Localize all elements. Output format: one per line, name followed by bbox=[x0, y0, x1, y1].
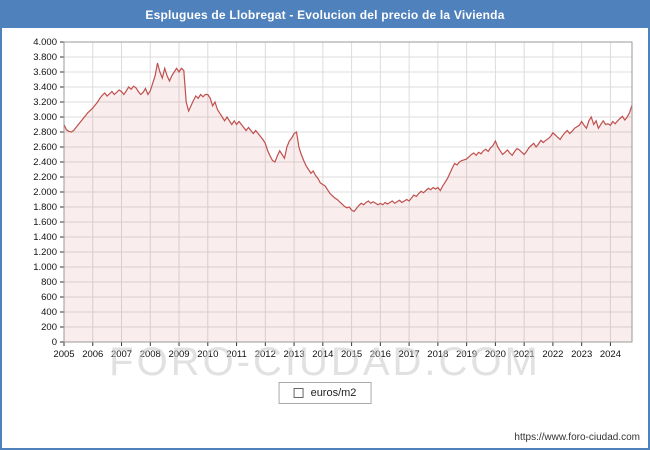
svg-text:1.200: 1.200 bbox=[33, 247, 57, 258]
legend-label: euros/m2 bbox=[310, 387, 357, 399]
svg-text:3.600: 3.600 bbox=[33, 67, 57, 78]
price-chart: 0 200 400 600 800 1.000 1.200 1.400 1.600 1.800 2.… bbox=[33, 37, 633, 360]
svg-text:2008: 2008 bbox=[140, 349, 161, 360]
svg-text:1.400: 1.400 bbox=[33, 232, 57, 243]
svg-text:3.800: 3.800 bbox=[33, 52, 57, 63]
svg-text:2016: 2016 bbox=[370, 349, 391, 360]
svg-text:1.800: 1.800 bbox=[33, 202, 57, 213]
svg-text:2014: 2014 bbox=[312, 349, 333, 360]
footer-url-link[interactable]: https://www.foro-ciudad.com bbox=[514, 432, 640, 443]
svg-text:3.000: 3.000 bbox=[33, 112, 57, 123]
chart-title-bar: Esplugues de Llobregat - Evolucion del p… bbox=[2, 2, 648, 28]
svg-text:2007: 2007 bbox=[111, 349, 132, 360]
svg-text:2021: 2021 bbox=[514, 349, 535, 360]
svg-text:2019: 2019 bbox=[456, 349, 477, 360]
svg-text:2017: 2017 bbox=[399, 349, 420, 360]
svg-text:2006: 2006 bbox=[82, 349, 103, 360]
svg-text:2010: 2010 bbox=[197, 349, 218, 360]
svg-text:200: 200 bbox=[41, 322, 57, 333]
svg-text:1.600: 1.600 bbox=[33, 217, 57, 228]
svg-text:2022: 2022 bbox=[542, 349, 563, 360]
svg-text:2012: 2012 bbox=[255, 349, 276, 360]
svg-text:1.000: 1.000 bbox=[33, 262, 57, 273]
svg-text:800: 800 bbox=[41, 277, 57, 288]
svg-text:2023: 2023 bbox=[571, 349, 592, 360]
svg-text:600: 600 bbox=[41, 292, 57, 303]
svg-text:2.800: 2.800 bbox=[33, 127, 57, 138]
svg-text:2015: 2015 bbox=[341, 349, 362, 360]
svg-text:2011: 2011 bbox=[226, 349, 246, 360]
svg-text:2020: 2020 bbox=[485, 349, 506, 360]
svg-text:2005: 2005 bbox=[53, 349, 74, 360]
svg-text:400: 400 bbox=[41, 307, 57, 318]
svg-text:3.400: 3.400 bbox=[33, 82, 57, 93]
svg-text:2.000: 2.000 bbox=[33, 187, 57, 198]
svg-text:2024: 2024 bbox=[600, 349, 621, 360]
svg-text:2018: 2018 bbox=[427, 349, 448, 360]
svg-text:3.200: 3.200 bbox=[33, 97, 57, 108]
svg-text:2009: 2009 bbox=[168, 349, 189, 360]
svg-text:2.600: 2.600 bbox=[33, 142, 57, 153]
svg-text:4.000: 4.000 bbox=[33, 37, 57, 48]
svg-text:2.400: 2.400 bbox=[33, 157, 57, 168]
svg-text:2013: 2013 bbox=[284, 349, 305, 360]
chart-legend: euros/m2 bbox=[278, 382, 372, 404]
page-title: Esplugues de Llobregat - Evolucion del p… bbox=[145, 8, 505, 22]
legend-swatch-icon bbox=[293, 388, 304, 398]
svg-text:2.200: 2.200 bbox=[33, 172, 57, 183]
svg-text:0: 0 bbox=[52, 337, 57, 348]
